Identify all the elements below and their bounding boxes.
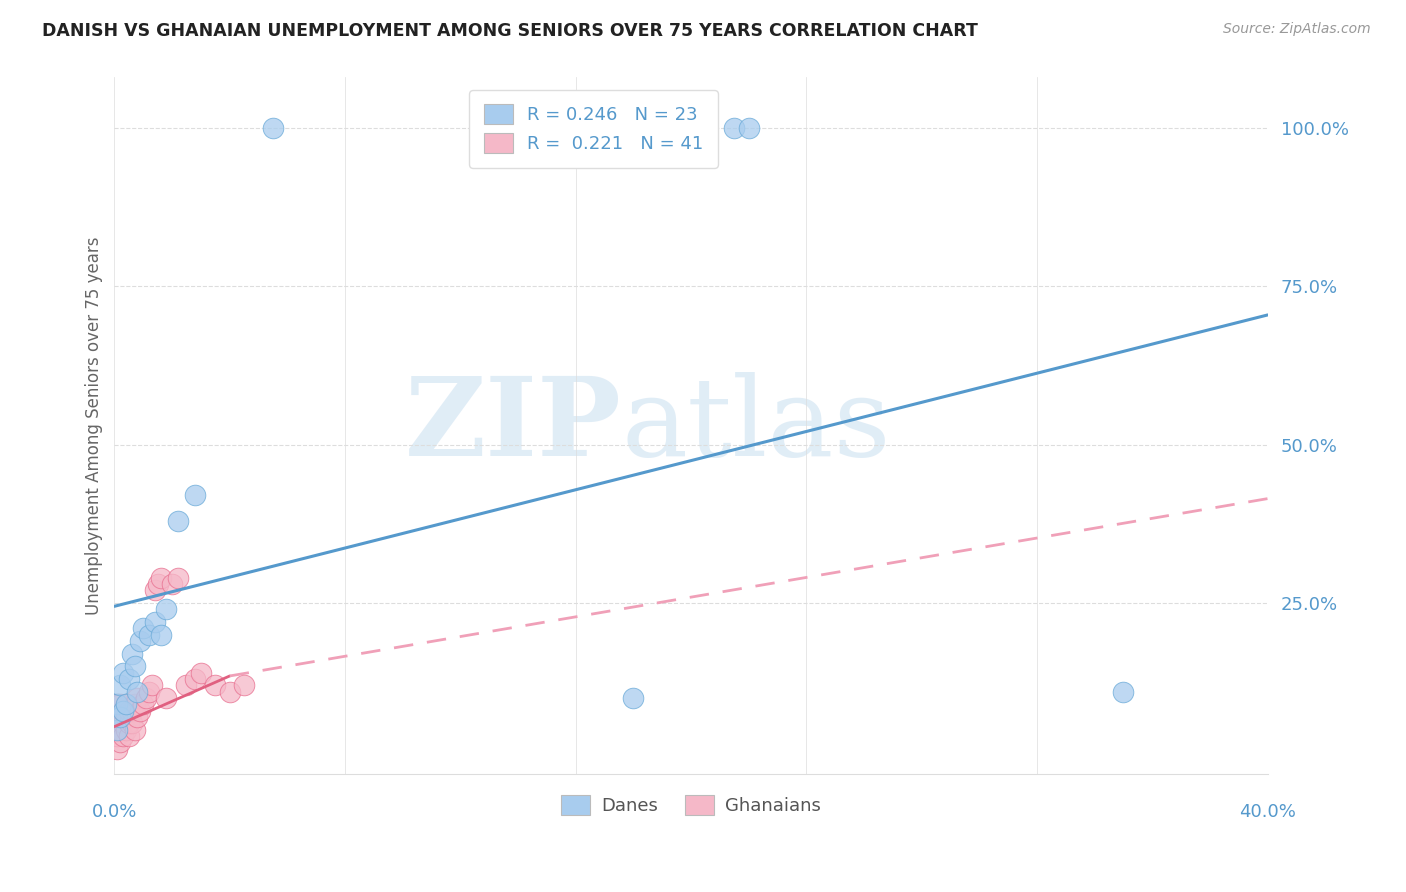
Point (149, 571, 172, 585)
Point (108, 735, 131, 749)
Text: 40.0%: 40.0% (1239, 803, 1296, 821)
Point (127, 710, 149, 724)
Point (166, 514, 188, 528)
Point (155, 691, 177, 706)
Point (115, 698, 138, 712)
Point (118, 729, 141, 743)
Point (129, 634, 152, 648)
Point (112, 704, 135, 718)
Point (204, 678, 226, 692)
Point (118, 672, 141, 686)
Text: 0.0%: 0.0% (91, 803, 138, 821)
Point (108, 710, 131, 724)
Point (723, 121, 745, 136)
Point (105, 741, 128, 756)
Point (621, 691, 644, 706)
Point (115, 698, 138, 712)
Point (138, 628, 160, 642)
Point (108, 710, 131, 724)
Point (105, 729, 128, 743)
Point (112, 665, 135, 680)
Point (118, 704, 141, 718)
Point (132, 698, 155, 712)
Point (190, 665, 212, 680)
Text: atlas: atlas (621, 372, 891, 479)
Point (105, 710, 128, 724)
Text: DANISH VS GHANAIAN UNEMPLOYMENT AMONG SENIORS OVER 75 YEARS CORRELATION CHART: DANISH VS GHANAIAN UNEMPLOYMENT AMONG SE… (42, 22, 979, 40)
Point (124, 659, 146, 673)
Point (118, 716, 141, 731)
Y-axis label: Unemployment Among Seniors over 75 years: Unemployment Among Seniors over 75 years (86, 236, 103, 615)
Point (138, 685, 160, 699)
Point (176, 678, 198, 692)
Point (262, 121, 284, 136)
Point (108, 723, 131, 737)
Point (607, 121, 630, 136)
Point (218, 685, 240, 699)
Point (105, 723, 128, 737)
Point (143, 615, 166, 629)
Point (737, 121, 759, 136)
Point (141, 678, 163, 692)
Point (121, 647, 143, 661)
Point (665, 121, 688, 136)
Point (108, 678, 131, 692)
Point (166, 571, 188, 585)
Point (233, 678, 256, 692)
Point (108, 698, 131, 712)
Legend: Danes, Ghanaians: Danes, Ghanaians (553, 787, 830, 824)
Text: Source: ZipAtlas.com: Source: ZipAtlas.com (1223, 22, 1371, 37)
Point (149, 628, 172, 642)
Point (105, 698, 128, 712)
Point (124, 698, 146, 712)
Point (1112, 685, 1135, 699)
Point (155, 602, 177, 616)
Point (506, 121, 529, 136)
Text: ZIP: ZIP (405, 372, 621, 479)
Point (112, 716, 135, 731)
Point (184, 488, 207, 502)
Point (121, 716, 143, 731)
Point (135, 691, 157, 706)
Point (115, 710, 138, 724)
Point (124, 723, 146, 737)
Point (146, 577, 169, 591)
Point (112, 704, 135, 718)
Point (160, 577, 183, 591)
Point (127, 685, 149, 699)
Point (127, 691, 149, 706)
Point (105, 723, 128, 737)
Point (112, 729, 135, 743)
Point (121, 704, 143, 718)
Point (184, 672, 207, 686)
Point (132, 622, 155, 636)
Point (129, 704, 152, 718)
Point (105, 698, 128, 712)
Point (143, 583, 166, 598)
Point (115, 723, 138, 737)
